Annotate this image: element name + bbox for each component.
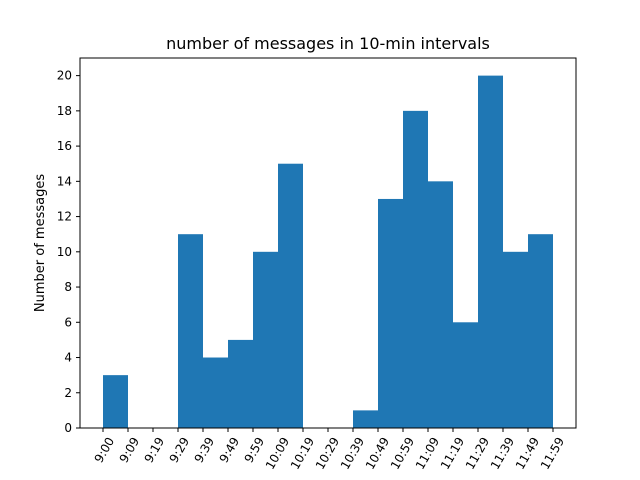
x-tick-label: 9:39	[192, 435, 218, 465]
bar	[503, 251, 528, 428]
bar	[178, 234, 203, 428]
bar	[203, 357, 228, 428]
x-tick-label: 10:39	[338, 435, 367, 472]
x-tick-label: 10:49	[363, 435, 392, 472]
bar	[353, 410, 378, 428]
y-tick-label: 20	[57, 69, 72, 83]
x-tick-label: 11:29	[463, 435, 492, 472]
plot-frame	[79, 57, 577, 429]
x-tick-label: 9:59	[242, 435, 268, 465]
x-axis: 9:00 9:09 9:19 9:29 9:39 9:49 9:5910:0910:1910…	[92, 428, 567, 472]
bar	[528, 234, 553, 428]
x-tick-label: 11:59	[538, 435, 567, 472]
x-tick-label: 10:29	[313, 435, 342, 472]
bar	[403, 110, 428, 429]
x-tick-label: 11:09	[413, 435, 442, 472]
y-tick-label: 8	[64, 280, 72, 294]
x-tick-label: 9:49	[217, 435, 243, 465]
x-tick-label: 11:19	[438, 435, 467, 472]
x-tick-label: 9:29	[167, 435, 193, 465]
bar	[278, 163, 303, 428]
y-tick-label: 0	[64, 421, 72, 435]
bar	[253, 251, 278, 428]
x-tick-label: 11:49	[513, 435, 542, 472]
chart-title: number of messages in 10-min intervals	[166, 34, 490, 53]
x-tick-label: 10:59	[388, 435, 417, 472]
bar	[428, 181, 453, 428]
bar	[453, 322, 478, 428]
y-tick-label: 2	[64, 386, 72, 400]
x-tick-label: 9:00	[92, 435, 118, 465]
y-tick-label: 10	[57, 245, 72, 259]
y-axis-label: Number of messages	[33, 174, 48, 312]
y-tick-label: 18	[57, 104, 72, 118]
x-tick-label: 9:09	[117, 435, 143, 465]
bar	[478, 75, 503, 429]
x-tick-label: 10:19	[288, 435, 317, 472]
y-tick-label: 4	[64, 351, 72, 365]
bar	[103, 375, 128, 428]
bars-group	[103, 75, 553, 429]
x-tick-label: 11:39	[488, 435, 517, 472]
x-tick-label: 9:19	[142, 435, 168, 465]
y-axis: 0 2 4 6 8 10 12 14 16 18 20	[57, 69, 80, 435]
y-tick-label: 12	[57, 210, 72, 224]
y-tick-label: 14	[57, 174, 72, 188]
bar	[228, 339, 253, 428]
bar	[378, 198, 403, 428]
y-tick-label: 6	[64, 315, 72, 329]
x-tick-label: 10:09	[263, 435, 292, 472]
y-tick-label: 16	[57, 139, 72, 153]
